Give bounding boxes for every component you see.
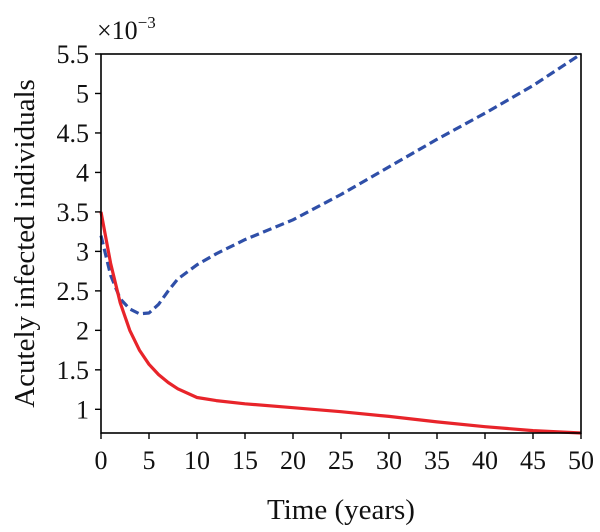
y-multiplier-base: ×10: [97, 16, 138, 45]
series-layer: [99, 52, 582, 435]
series-line-2-solid: [99, 211, 582, 435]
y-multiplier-exponent: −3: [138, 13, 156, 32]
y-tick-label: 1.5: [57, 356, 90, 385]
y-tick-label: 2: [76, 316, 89, 345]
y-axis-title: Acutely infected individuals: [9, 79, 41, 408]
y-tick-label: 2.5: [57, 277, 90, 306]
plot-frame: [100, 53, 582, 434]
y-tick-label: 5: [76, 79, 89, 108]
x-tick-label: 25: [328, 446, 354, 475]
x-tick-label: 10: [184, 446, 210, 475]
y-axis-multiplier: ×10−3: [97, 13, 156, 45]
x-axis: 0 5 10 15 20 25 30 35 40 45 50: [95, 433, 594, 475]
y-tick-label: 3.5: [57, 198, 90, 227]
series-line-1-dashed: [99, 52, 582, 316]
x-tick-label: 20: [280, 446, 306, 475]
x-tick-label: 0: [95, 446, 108, 475]
x-tick-label: 40: [472, 446, 498, 475]
x-tick-label: 50: [568, 446, 594, 475]
y-tick-label: 1: [76, 395, 89, 424]
y-tick-label: 4.5: [57, 119, 90, 148]
x-tick-label: 15: [232, 446, 258, 475]
y-axis: 1 1.5 2 2.5 3 3.5 4 4.5 5 5.5: [57, 40, 101, 424]
y-tick-label: 3: [76, 237, 89, 266]
y-tick-label: 5.5: [57, 40, 90, 69]
x-axis-title: Time (years): [267, 494, 415, 526]
x-tick-label: 5: [143, 446, 156, 475]
x-tick-label: 45: [520, 446, 546, 475]
x-tick-label: 35: [424, 446, 450, 475]
y-tick-label: 4: [76, 158, 89, 187]
x-tick-label: 30: [376, 446, 402, 475]
